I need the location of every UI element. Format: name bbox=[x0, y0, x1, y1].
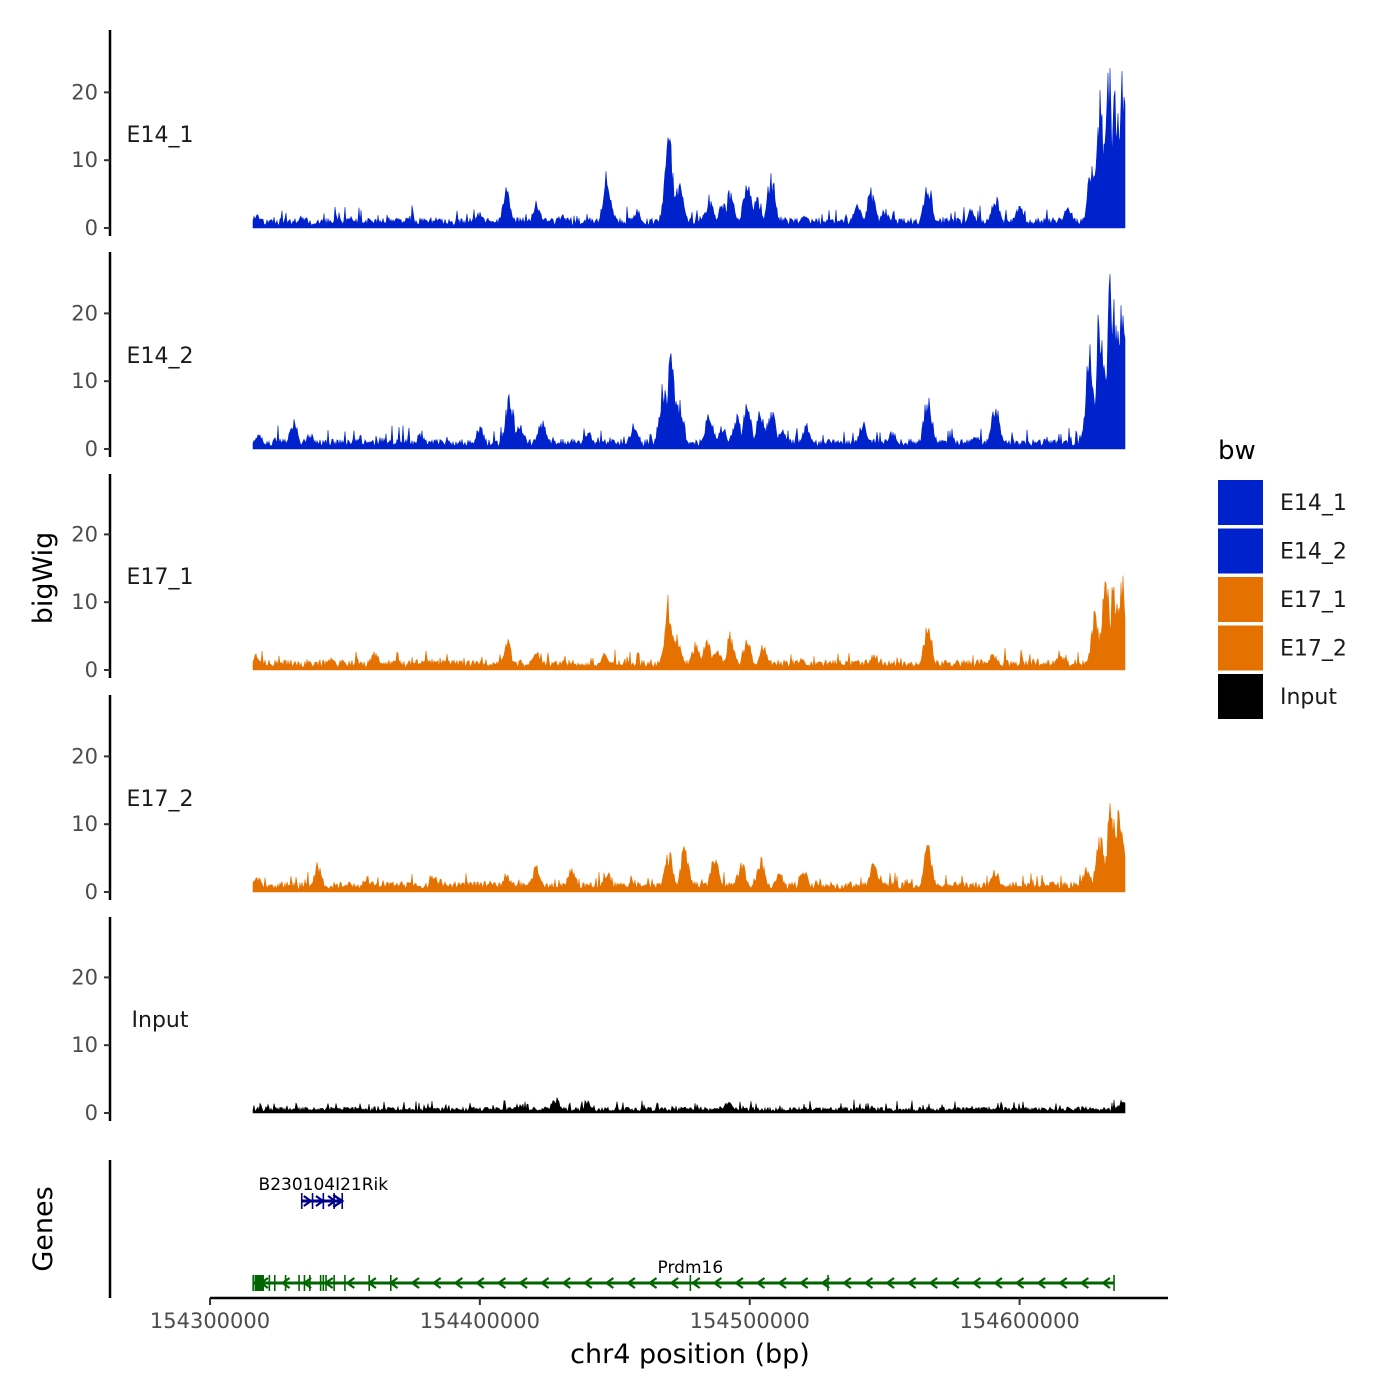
y-tick-label: 20 bbox=[71, 522, 98, 546]
gene-strand-chevron bbox=[474, 1277, 485, 1289]
y-tick-label: 0 bbox=[85, 1101, 98, 1125]
gene-strand-chevron bbox=[928, 1277, 938, 1289]
gene-strand-chevron bbox=[669, 1277, 679, 1289]
y-tick-label: 20 bbox=[71, 744, 98, 768]
y-axis-title: bigWig bbox=[28, 532, 59, 625]
gene-strand-chevron bbox=[949, 1277, 960, 1289]
y-tick-label: 10 bbox=[71, 1033, 98, 1057]
gene-strand-chevron bbox=[971, 1277, 982, 1289]
y-tick-label: 0 bbox=[85, 658, 98, 682]
y-tick-label: 0 bbox=[85, 880, 98, 904]
legend-swatch-E14_1 bbox=[1218, 480, 1263, 525]
track-label-E14_2: E14_2 bbox=[127, 344, 194, 369]
track-label-Input: Input bbox=[132, 1008, 189, 1033]
gene-strand-chevron bbox=[388, 1277, 399, 1289]
legend-label-Input: Input bbox=[1280, 685, 1337, 710]
signal-area-Input bbox=[252, 1096, 1126, 1114]
gene-strand-chevron bbox=[259, 1277, 269, 1289]
gene-strand-chevron bbox=[863, 1277, 874, 1289]
track-label-E17_2: E17_2 bbox=[127, 787, 194, 812]
gene-strand-chevron bbox=[1057, 1277, 1068, 1289]
gene-strand-chevron bbox=[690, 1277, 701, 1289]
signal-area-E17_2 bbox=[252, 803, 1126, 893]
y-tick-label: 10 bbox=[71, 812, 98, 836]
gene-strand-chevron bbox=[518, 1277, 528, 1289]
gene-strand-chevron bbox=[798, 1277, 809, 1289]
y-tick-label: 20 bbox=[71, 80, 98, 104]
gene-label-B230104I21Rik: B230104I21Rik bbox=[259, 1175, 389, 1195]
gene-strand-chevron bbox=[410, 1277, 420, 1289]
gene-strand-chevron bbox=[280, 1277, 291, 1289]
track-label-E14_1: E14_1 bbox=[127, 123, 194, 148]
gene-strand-chevron bbox=[993, 1277, 1003, 1289]
gene-strand-chevron bbox=[906, 1277, 917, 1289]
y-tick-label: 10 bbox=[71, 369, 98, 393]
signal-area-E14_2 bbox=[252, 274, 1126, 450]
gene-end-arrow-B230104I21Rik bbox=[332, 1194, 345, 1208]
gene-strand-chevron bbox=[561, 1277, 571, 1289]
y-tick-label: 10 bbox=[71, 148, 98, 172]
y-tick-label: 10 bbox=[71, 590, 98, 614]
gene-strand-chevron bbox=[1079, 1277, 1089, 1289]
x-tick-label: 154300000 bbox=[150, 1309, 270, 1333]
gene-strand-chevron bbox=[345, 1277, 355, 1289]
x-tick-label: 154400000 bbox=[420, 1309, 540, 1333]
gene-label-Prdm16: Prdm16 bbox=[658, 1258, 724, 1278]
x-axis-title: chr4 position (bp) bbox=[570, 1339, 810, 1370]
gene-strand-chevron bbox=[323, 1277, 334, 1289]
gene-strand-chevron bbox=[712, 1277, 722, 1289]
gene-strand-chevron bbox=[315, 1195, 325, 1207]
legend-swatch-E17_2 bbox=[1218, 625, 1263, 671]
gene-strand-chevron bbox=[1101, 1277, 1111, 1289]
gene-strand-chevron bbox=[1036, 1277, 1046, 1289]
gene-strand-chevron bbox=[734, 1277, 744, 1289]
y-tick-label: 20 bbox=[71, 965, 98, 989]
gene-strand-chevron bbox=[303, 1195, 313, 1207]
legend-label-E17_1: E17_1 bbox=[1280, 588, 1347, 613]
gene-strand-chevron bbox=[302, 1277, 312, 1289]
signal-area-E14_1 bbox=[252, 68, 1126, 229]
x-tick-label: 154500000 bbox=[690, 1309, 810, 1333]
gene-strand-chevron bbox=[604, 1277, 615, 1289]
signal-area-E17_1 bbox=[252, 575, 1126, 671]
gene-strand-chevron bbox=[885, 1277, 895, 1289]
gene-strand-chevron bbox=[1014, 1277, 1025, 1289]
gene-strand-chevron bbox=[496, 1277, 507, 1289]
gene-strand-chevron bbox=[626, 1277, 636, 1289]
gene-strand-chevron bbox=[582, 1277, 593, 1289]
gene-strand-chevron bbox=[647, 1277, 658, 1289]
legend-label-E14_2: E14_2 bbox=[1280, 540, 1347, 565]
legend-label-E14_1: E14_1 bbox=[1280, 491, 1347, 516]
legend-swatch-E17_1 bbox=[1218, 577, 1263, 622]
gene-strand-chevron bbox=[777, 1277, 787, 1289]
gene-strand-chevron bbox=[755, 1277, 766, 1289]
legend-swatch-E14_2 bbox=[1218, 528, 1263, 574]
x-tick-label: 154600000 bbox=[959, 1309, 1079, 1333]
y-tick-label: 20 bbox=[71, 301, 98, 325]
gene-strand-chevron bbox=[431, 1277, 442, 1289]
track-label-E17_1: E17_1 bbox=[127, 565, 194, 590]
gene-strand-chevron bbox=[841, 1277, 852, 1289]
gene-strand-chevron bbox=[453, 1277, 463, 1289]
genes-axis-title: Genes bbox=[28, 1186, 59, 1271]
legend-label-E17_2: E17_2 bbox=[1280, 637, 1347, 662]
gene-strand-chevron bbox=[820, 1277, 830, 1289]
gene-strand-chevron bbox=[367, 1277, 377, 1289]
legend-swatch-Input bbox=[1218, 674, 1263, 719]
y-tick-label: 0 bbox=[85, 216, 98, 240]
legend-title: bw bbox=[1218, 436, 1256, 466]
y-tick-label: 0 bbox=[85, 437, 98, 461]
gene-strand-chevron bbox=[539, 1277, 550, 1289]
gene-strand-chevron bbox=[327, 1195, 338, 1207]
